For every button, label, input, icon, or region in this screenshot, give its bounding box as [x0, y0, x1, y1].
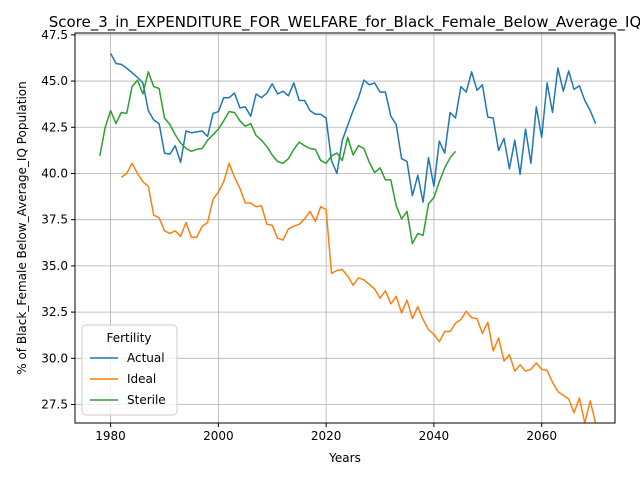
y-tick-label: 32.5	[41, 305, 68, 319]
legend-label-actual: Actual	[127, 351, 165, 365]
y-axis-label: % of Black_Female Below_Average_IQ Popul…	[15, 81, 29, 375]
x-tick-label: 2060	[526, 429, 557, 443]
y-tick-label: 42.5	[41, 120, 68, 134]
legend-label-sterile: Sterile	[127, 393, 166, 407]
x-tick-label: 2040	[419, 429, 450, 443]
legend: Fertility Actual Ideal Sterile	[81, 324, 178, 416]
grid-lines	[75, 33, 615, 423]
legend-box	[81, 324, 178, 416]
y-tick-label: 45.0	[41, 74, 68, 88]
y-tick-label: 47.5	[41, 28, 68, 42]
y-tick-label: 37.5	[41, 213, 68, 227]
y-axis-ticks: 27.5 30.0 32.5 35.0 37.5 40.0 42.5 45.0 47.5	[41, 28, 75, 412]
x-tick-label: 2020	[311, 429, 342, 443]
series-line-actual	[109, 52, 597, 203]
legend-title: Fertility	[106, 331, 151, 345]
series-line-ideal	[120, 162, 597, 424]
y-tick-label: 40.0	[41, 166, 68, 180]
series-line-sterile	[99, 71, 457, 245]
legend-items: Actual Ideal Sterile	[90, 351, 166, 407]
legend-label-ideal: Ideal	[127, 372, 156, 386]
chart-title: Score_3_in_EXPENDITURE_FOR_WELFARE_for_B…	[49, 13, 640, 32]
y-tick-label: 27.5	[41, 398, 68, 412]
plot-frame	[74, 32, 616, 424]
x-tick-label: 2000	[203, 429, 234, 443]
series-lines	[99, 52, 597, 424]
x-axis-ticks: 1980 2000 2020 2040 2060	[95, 423, 557, 443]
y-tick-label: 35.0	[41, 259, 68, 273]
y-tick-label: 30.0	[41, 351, 68, 365]
x-tick-label: 1980	[95, 429, 126, 443]
x-axis-label: Years	[328, 451, 361, 465]
